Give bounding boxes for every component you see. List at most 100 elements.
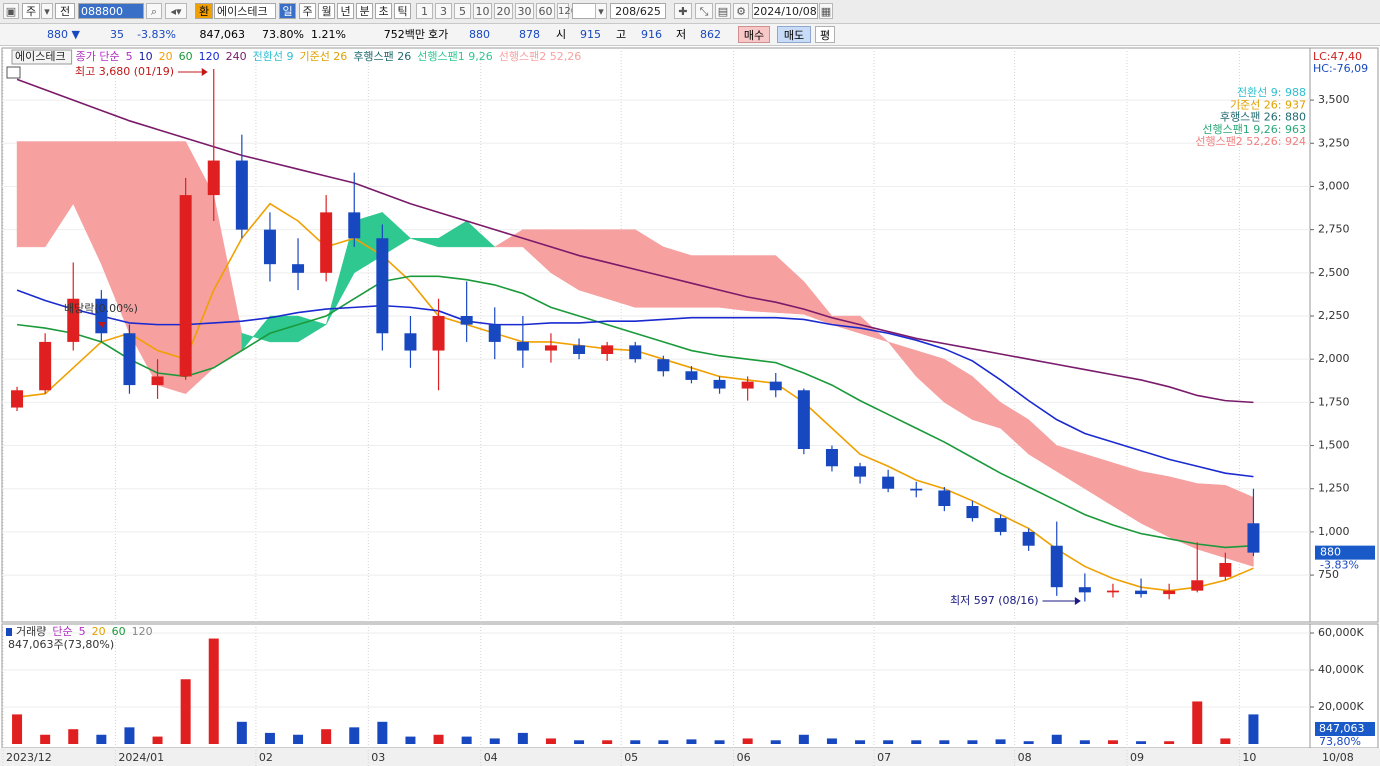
x-tick-label: 06 — [737, 751, 751, 764]
legend-entry: 120 — [199, 50, 220, 63]
legend-entry: 60 — [179, 50, 193, 63]
period-button[interactable]: 분 — [356, 3, 373, 19]
candle-body — [432, 316, 445, 351]
volume-bar — [1136, 741, 1147, 744]
volume-rate: 73.80% — [262, 28, 304, 41]
interval-button[interactable]: 30 — [515, 3, 534, 19]
period-button[interactable]: 월 — [318, 3, 335, 19]
hc-label: HC:-76,09 — [1313, 62, 1368, 75]
eval-button[interactable]: 평 — [815, 26, 835, 43]
date-input[interactable]: 2024/10/08 — [752, 3, 818, 19]
menu-button[interactable]: ▣ — [3, 3, 19, 19]
y-tick-label: 750 — [1318, 568, 1339, 581]
x-tick-label: 02 — [259, 751, 273, 764]
interval-button[interactable]: 10 — [473, 3, 492, 19]
change: 35 — [110, 28, 124, 41]
volume-bar — [264, 732, 275, 744]
candle-body — [404, 333, 417, 351]
candle-body — [292, 264, 305, 273]
legend-entry: 20 — [159, 50, 173, 63]
info-bar: 880 ▼ 35 -3.83% 847,063 73.80% 1.21% 752… — [0, 24, 1380, 46]
market-select[interactable]: 주 — [22, 3, 40, 19]
volume-bar — [714, 740, 725, 744]
x-tick-label: 07 — [877, 751, 891, 764]
period-button[interactable]: 년 — [337, 3, 354, 19]
volume-bar — [377, 721, 388, 744]
period-button[interactable]: 주 — [299, 3, 316, 19]
interval-button[interactable]: 60 — [536, 3, 555, 19]
volume-bar — [1220, 738, 1231, 744]
dropdown[interactable]: ▾ — [595, 3, 607, 19]
candle-body — [95, 298, 108, 334]
y-tick-label: 2,500 — [1318, 266, 1350, 279]
volume-bar — [602, 740, 613, 744]
legend-entry: 기준선 26 — [299, 50, 347, 63]
x-tick-label: 09 — [1130, 751, 1144, 764]
sell-button[interactable]: 매도 — [777, 26, 811, 43]
x-tick-label: 05 — [624, 751, 638, 764]
x-tick-label: 10 — [1242, 751, 1256, 764]
candle-body — [516, 341, 529, 351]
candle-body — [39, 341, 52, 391]
cloud-segment — [1168, 476, 1198, 550]
prev-button[interactable]: 전 — [55, 3, 75, 19]
bid: 878 — [519, 28, 540, 41]
volume-bar — [1023, 741, 1034, 744]
price-box-label: 880 — [1320, 546, 1341, 559]
period-button[interactable]: 일 — [279, 3, 296, 19]
interval-button[interactable]: 20 — [494, 3, 513, 19]
volume-bar — [433, 734, 444, 744]
date-axis — [0, 748, 1380, 766]
interval-button[interactable]: 120 — [557, 3, 577, 19]
ma-line — [16, 275, 1254, 549]
code-input[interactable]: 088800 — [78, 3, 144, 19]
period-button[interactable]: 틱 — [394, 3, 411, 19]
tool-button[interactable]: ⤡ — [695, 3, 713, 19]
period-button[interactable]: 초 — [375, 3, 392, 19]
buy-button[interactable]: 매수 — [738, 26, 770, 43]
calendar-button[interactable]: ▦ — [819, 3, 833, 19]
interval-button[interactable]: 3 — [435, 3, 452, 19]
candle-body — [488, 324, 501, 342]
volume: 847,063 — [199, 28, 246, 41]
volume-legend-entry: 5 — [79, 625, 86, 638]
volume-bar — [293, 734, 304, 744]
dropdown[interactable]: ▾ — [41, 3, 53, 19]
legend-label: 종가 단순 — [76, 50, 120, 63]
candle-body — [1247, 523, 1260, 553]
tool-button[interactable]: ✚ — [674, 3, 692, 19]
volume-bar — [855, 740, 866, 744]
candle-body — [1078, 587, 1091, 593]
x-tick-label: 2023/12 — [6, 751, 52, 764]
candle-body — [629, 345, 642, 360]
candle-body — [235, 160, 248, 230]
grid-icon — [6, 66, 21, 79]
candle-body — [376, 238, 389, 334]
search-button[interactable]: ⌕ — [146, 3, 162, 19]
high-label: 고 — [616, 28, 627, 41]
ask: 880 — [469, 28, 490, 41]
y-tick-label: 1,750 — [1318, 395, 1350, 408]
volume-legend-entry: 120 — [132, 625, 153, 638]
currency-button[interactable]: 환 — [195, 3, 213, 19]
y-tick-label: 60,000K — [1318, 626, 1364, 639]
quote-label: 호가 — [428, 28, 449, 41]
x-tick-label: 08 — [1018, 751, 1032, 764]
candle-body — [713, 379, 726, 389]
save-button[interactable]: ▤ — [715, 3, 731, 19]
change-rate: -3.83% — [137, 28, 176, 41]
interval-button[interactable]: 5 — [454, 3, 471, 19]
candle-body — [123, 333, 136, 386]
candle-body — [67, 298, 80, 342]
legend-entry: 240 — [226, 50, 247, 63]
sound-button[interactable]: ◂▾ — [165, 3, 187, 19]
volume-box — [1315, 722, 1375, 736]
stock-name: 에이스테크 — [214, 3, 276, 19]
interval-button[interactable]: 1 — [416, 3, 433, 19]
candle-body — [741, 381, 754, 389]
y-tick-label: 2,000 — [1318, 352, 1350, 365]
settings-button[interactable]: ⚙ — [733, 3, 749, 19]
volume-bar — [658, 740, 669, 744]
